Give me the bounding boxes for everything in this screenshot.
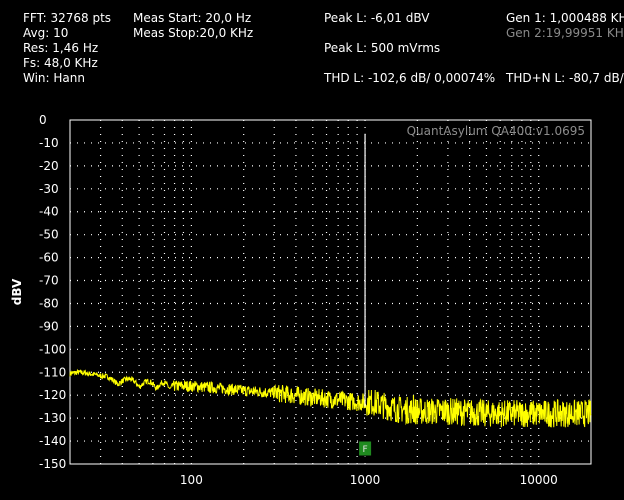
- y-tick-label: -40: [39, 205, 59, 219]
- y-tick-label: -80: [39, 296, 59, 310]
- x-tick-label: 1000: [350, 473, 381, 487]
- peak-vrms: Peak L: 500 mVrms: [324, 41, 441, 55]
- y-tick-label: -60: [39, 251, 59, 265]
- spectrum-trace: [69, 133, 592, 428]
- y-tick-label: -150: [39, 457, 66, 471]
- resolution: Res: 1,46 Hz: [23, 41, 99, 55]
- y-tick-label: -140: [39, 434, 66, 448]
- watermark: QuantAsylum QA400:v1.0695: [407, 124, 585, 138]
- marker-box[interactable]: [358, 440, 373, 457]
- averages: Avg: 10: [23, 26, 69, 40]
- y-tick-label: -90: [39, 319, 59, 333]
- thdn-value: THD+N L: -80,7 dB/ 0,: [506, 71, 624, 85]
- gen1-frequency: Gen 1: 1,000488 KHz: [506, 11, 624, 25]
- window-type: Win: Hann: [23, 71, 85, 85]
- meas-stop: Meas Stop:20,0 KHz: [133, 26, 254, 40]
- y-tick-label: -100: [39, 342, 66, 356]
- x-tick-label: 10000: [520, 473, 558, 487]
- gen2-frequency: Gen 2:19,99951 KHz: [506, 26, 624, 40]
- trace-line: [69, 368, 592, 428]
- y-tick-label: -20: [39, 159, 59, 173]
- y-tick-label: -50: [39, 228, 59, 242]
- y-tick-label: -10: [39, 136, 59, 150]
- y-axis-ticks: 0 -10 -20 -30 -40 -50 -60 -70 -80 -90 -100 -110 -120…: [39, 113, 66, 471]
- y-tick-label: 0: [39, 113, 47, 127]
- meas-start: Meas Start: 20,0 Hz: [133, 11, 252, 25]
- y-tick-label: -30: [39, 182, 59, 196]
- frequency-marker[interactable]: F: [358, 440, 373, 457]
- marker-label: F: [363, 445, 368, 455]
- sample-rate: Fs: 48,0 KHz: [23, 56, 98, 70]
- y-tick-label: -130: [39, 411, 66, 425]
- x-tick-label: 100: [180, 473, 203, 487]
- peak-dbv: Peak L: -6,01 dBV: [324, 11, 430, 25]
- y-tick-label: -70: [39, 274, 59, 288]
- thd-value: THD L: -102,6 dB/ 0,00074%: [324, 71, 496, 85]
- y-axis-label: dBV: [10, 278, 24, 305]
- y-tick-label: -110: [39, 365, 66, 379]
- x-axis-ticks: 100 1000 10000: [180, 473, 558, 487]
- fft-size: FFT: 32768 pts: [23, 11, 112, 25]
- y-tick-label: -120: [39, 388, 66, 402]
